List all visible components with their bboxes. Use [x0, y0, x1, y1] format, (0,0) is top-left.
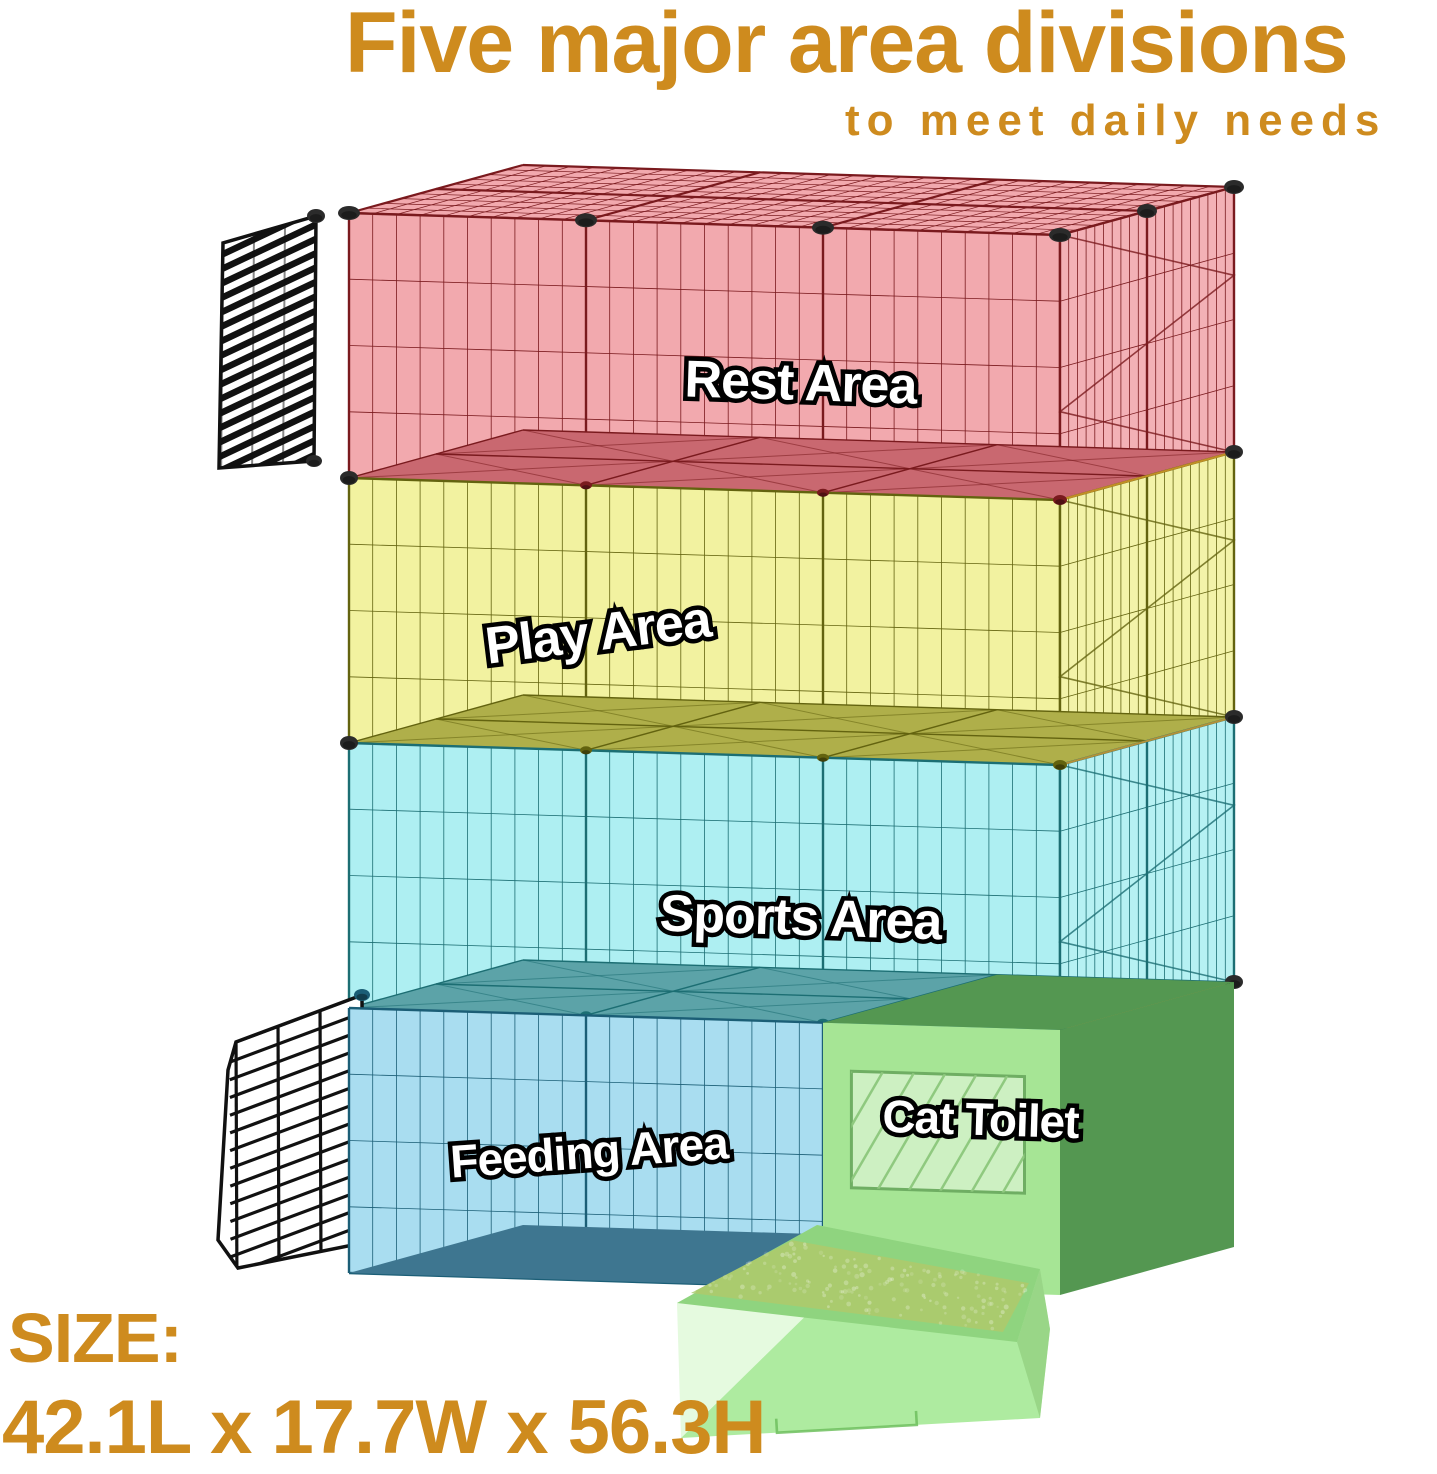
svg-text:to meet daily needs: to meet daily needs	[845, 96, 1386, 145]
svg-text:SIZE:: SIZE:	[8, 1299, 182, 1377]
svg-text:Five major area divisions: Five major area divisions	[345, 0, 1348, 91]
svg-text:Rest Area: Rest Area	[684, 350, 920, 415]
svg-text:Sports Area: Sports Area	[659, 885, 945, 952]
svg-text:42.1L x 17.7W x 56.3H: 42.1L x 17.7W x 56.3H	[2, 1385, 765, 1470]
svg-text:Cat Toilet: Cat Toilet	[882, 1090, 1080, 1148]
